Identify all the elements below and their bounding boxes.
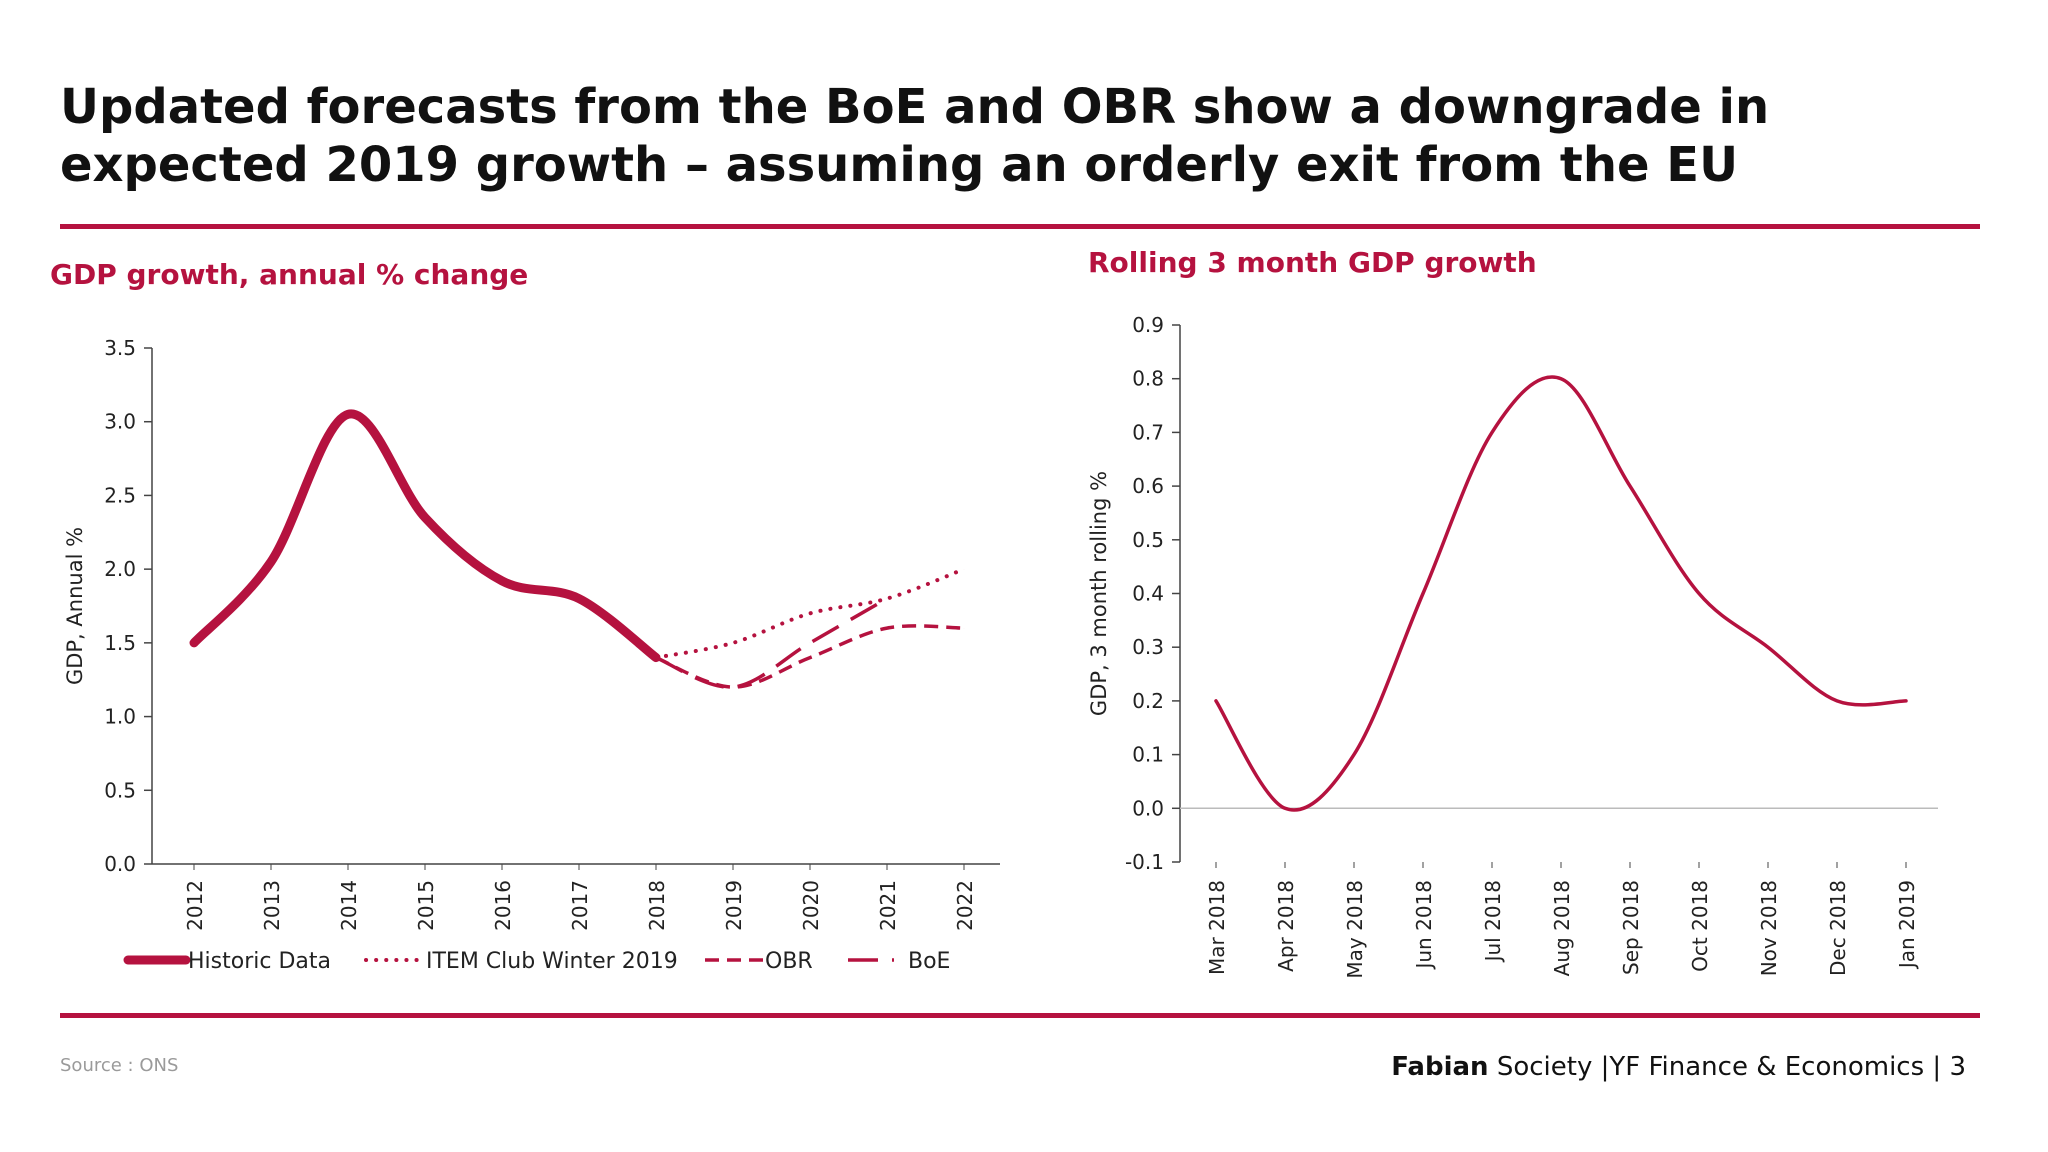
left-chart-x-tick-label: 2012: [183, 880, 207, 931]
left-chart-x-tick-label: 2018: [645, 880, 669, 931]
right-chart-x-tick-label: Oct 2018: [1688, 880, 1712, 972]
right-chart-x-tick-label: May 2018: [1343, 880, 1367, 979]
right-chart-y-tick-label: 0.2: [1132, 689, 1164, 713]
right-chart-y-tick-label: 0.5: [1132, 528, 1164, 552]
right-chart-x-tick-label: Apr 2018: [1274, 880, 1298, 972]
left-chart-y-tick-label: 2.5: [104, 483, 136, 507]
legend-label-2: OBR: [765, 949, 813, 974]
left-series-historic-data: [189, 409, 661, 663]
right-chart-y-tick-label: 0.7: [1132, 420, 1164, 444]
right-chart-y-tick-label: 0.1: [1132, 743, 1164, 767]
source-note: Source : ONS: [60, 1055, 179, 1076]
right-chart-y-tick-label: -0.1: [1125, 850, 1164, 874]
footer-division: |YF Finance & Economics: [1592, 1052, 1925, 1082]
left-series-boe: [655, 597, 888, 689]
left-chart-x-tick-label: 2017: [568, 880, 592, 931]
footer-brand-bold: Fabian: [1391, 1052, 1489, 1082]
right-chart-x-tick-label: Mar 2018: [1205, 880, 1229, 975]
slide-title: Updated forecasts from the BoE and OBR s…: [60, 79, 1770, 193]
left-series-obr: [655, 624, 965, 689]
page-number: 3: [1949, 1052, 1966, 1082]
footer: Fabian Society |YF Finance & Economics |…: [1391, 1052, 1966, 1082]
right-chart-x-tick-label: Nov 2018: [1757, 880, 1781, 976]
footer-brand-rest: Society: [1488, 1052, 1593, 1082]
left-chart-x-tick-label: 2022: [953, 880, 977, 931]
left-chart-y-tick-label: 2.0: [104, 557, 136, 581]
left-chart-y-tick-label: 1.0: [104, 705, 136, 729]
right-chart-x-tick-label: Jul 2018: [1481, 880, 1505, 963]
right-chart-y-tick-label: 0.6: [1132, 474, 1164, 498]
right-chart-y-tick-label: 0.4: [1132, 582, 1164, 606]
right-chart-y-tick-label: 0.3: [1132, 635, 1164, 659]
left-chart-y-tick-label: 1.5: [104, 631, 136, 655]
right-chart-x-tick-label: Jun 2018: [1412, 880, 1436, 971]
left-chart-y-tick-label: 3.0: [104, 410, 136, 434]
right-series-line: [1214, 375, 1908, 812]
legend-label-1: ITEM Club Winter 2019: [426, 949, 678, 974]
left-chart-x-tick-label: 2019: [722, 880, 746, 931]
left-chart-x-tick-label: 2021: [876, 880, 900, 931]
left-chart-y-tick-label: 0.0: [104, 852, 136, 876]
right-chart-x-tick-label: Dec 2018: [1826, 880, 1850, 976]
right-chart-y-tick-label: 0.9: [1132, 313, 1164, 337]
right-chart-y-tick-label: 0.0: [1132, 796, 1164, 820]
top-divider: [60, 224, 1980, 229]
left-chart-y-axis-label: GDP, Annual %: [63, 527, 87, 685]
right-chart-y-tick-label: 0.8: [1132, 367, 1164, 391]
left-chart-x-tick-label: 2014: [337, 880, 361, 931]
footer-separator: |: [1924, 1052, 1950, 1082]
left-chart-y-tick-label: 0.5: [104, 778, 136, 802]
left-chart-x-tick-label: 2020: [799, 880, 823, 931]
legend-label-0: Historic Data: [188, 949, 331, 974]
right-chart-x-tick-label: Sep 2018: [1619, 880, 1643, 975]
right-chart-title: Rolling 3 month GDP growth: [1088, 246, 1537, 279]
left-chart-x-tick-label: 2013: [260, 880, 284, 931]
right-chart-x-tick-label: Jan 2019: [1895, 880, 1919, 970]
right-chart-y-axis-label: GDP, 3 month rolling %: [1087, 471, 1111, 716]
left-chart-x-tick-label: 2015: [414, 880, 438, 931]
left-chart-title: GDP growth, annual % change: [50, 258, 529, 291]
legend-label-3: BoE: [908, 949, 950, 974]
bottom-divider: [60, 1013, 1980, 1018]
right-chart-x-tick-label: Aug 2018: [1550, 880, 1574, 976]
left-chart-x-tick-label: 2016: [491, 880, 515, 931]
left-chart-y-tick-label: 3.5: [104, 336, 136, 360]
